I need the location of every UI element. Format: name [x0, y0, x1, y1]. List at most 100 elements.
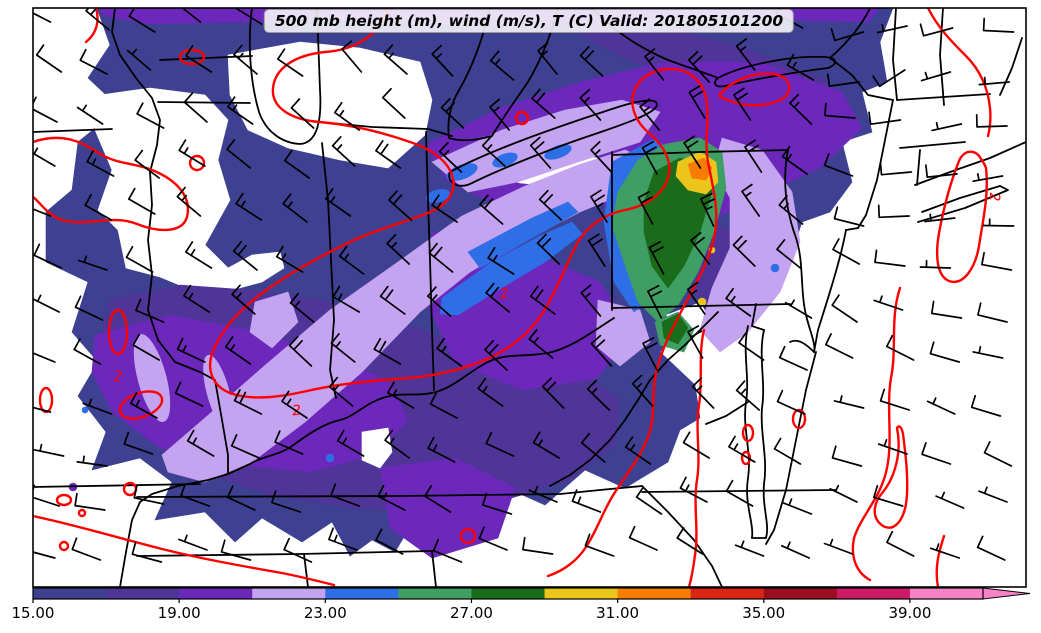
wind-barb: [183, 284, 211, 313]
wind-barb: [686, 281, 706, 315]
wind-barb: [82, 398, 113, 415]
fill-21-23-eastarc: [699, 137, 801, 353]
wind-barb: [579, 88, 602, 121]
wind-barb: [288, 335, 313, 367]
colorbar-segment: [836, 588, 911, 599]
wind-barb: [579, 45, 604, 77]
wind-barb: [487, 247, 515, 275]
state-border-path: [248, 8, 322, 145]
wind-barb: [275, 245, 304, 273]
wind-barb: [180, 483, 211, 507]
state-border-path: [714, 55, 837, 88]
state-border-path: [784, 149, 816, 353]
red-temperature-contour: [935, 534, 946, 587]
wind-barb: [427, 436, 456, 463]
wind-barb: [786, 53, 815, 81]
colorbar-segment: [544, 588, 619, 599]
wind-barb: [431, 44, 454, 77]
wind-barb: [485, 282, 511, 313]
wind-barb: [874, 249, 906, 267]
wind-barb: [877, 204, 911, 219]
state-border-path: [157, 101, 251, 104]
state-border-path: [425, 131, 435, 391]
wind-barb: [330, 333, 356, 363]
wind-barb: [824, 102, 856, 119]
wind-barb: [381, 87, 406, 119]
colorbar-tick-label: 39.00: [888, 604, 931, 622]
wind-barb: [873, 484, 904, 507]
wind-barb: [281, 390, 308, 419]
wind-barb: [647, 284, 663, 319]
wind-barb: [921, 442, 952, 465]
wind-barb: [538, 189, 563, 221]
wind-barb: [375, 528, 404, 555]
wind-barb: [440, 97, 465, 129]
wind-barb: [232, 240, 258, 271]
wind-barb: [872, 69, 906, 88]
wind-barb: [231, 284, 256, 315]
wind-barb: [283, 537, 313, 563]
wind-barb: [935, 491, 965, 509]
state-border-path: [136, 485, 643, 498]
wind-barb: [624, 436, 652, 465]
wind-barb: [436, 337, 463, 367]
wind-barb: [235, 192, 263, 221]
red-contour-loop: [107, 308, 129, 356]
wind-barb: [85, 8, 111, 31]
red-contour-loop: [77, 508, 87, 518]
wind-barb: [644, 48, 665, 81]
wind-barb: [220, 539, 252, 561]
state-border-path: [857, 99, 894, 229]
state-border-path: [845, 227, 859, 231]
wind-barb: [386, 233, 411, 265]
wind-barb: [781, 145, 808, 175]
wind-barb: [186, 429, 215, 457]
state-border-path: [899, 141, 966, 149]
wind-barb: [185, 44, 213, 73]
wind-barb: [735, 38, 756, 71]
colorbar-tick-label: 31.00: [596, 604, 639, 622]
wind-barb: [977, 302, 1008, 323]
wind-barb: [379, 285, 406, 315]
wind-barb: [975, 114, 1008, 128]
wind-barb: [226, 139, 252, 169]
wind-barb: [832, 238, 861, 265]
state-borders-layer: [33, 8, 1026, 587]
wind-barb: [687, 325, 704, 359]
wind-barb: [876, 23, 908, 34]
wind-barb: [71, 537, 102, 561]
wind-barb: [76, 455, 108, 467]
wind-barb: [826, 73, 861, 87]
wind-barb: [522, 536, 554, 555]
wind-barb: [123, 431, 154, 455]
wind-barb: [631, 374, 654, 407]
wind-barb: [289, 292, 315, 323]
wind-barb: [571, 489, 602, 513]
wind-barb: [181, 8, 202, 23]
wind-barb: [341, 40, 363, 73]
wind-barb: [373, 337, 402, 365]
wind-barb: [74, 295, 104, 321]
red-temperature-contour: [84, 8, 99, 44]
wind-barb: [274, 430, 304, 455]
wind-barb: [970, 394, 1002, 417]
wind-barb: [183, 92, 208, 123]
wind-barb: [383, 44, 408, 75]
wind-barb: [77, 255, 108, 271]
colorbar-tick-label: 23.00: [304, 604, 347, 622]
wind-barb: [924, 213, 956, 223]
wind-barb: [587, 233, 606, 267]
wind-barb: [427, 286, 452, 317]
wind-barb: [226, 485, 256, 511]
wind-barb: [690, 232, 711, 265]
state-border-path: [321, 142, 337, 399]
wind-barb: [74, 492, 106, 511]
state-border-path: [896, 93, 991, 101]
wind-barb: [479, 194, 504, 225]
wind-barb: [688, 85, 706, 119]
wind-barb: [778, 194, 804, 225]
wind-barb: [920, 71, 952, 82]
wind-barb: [589, 189, 608, 223]
wind-barb: [33, 551, 56, 559]
wind-barb: [879, 161, 913, 176]
